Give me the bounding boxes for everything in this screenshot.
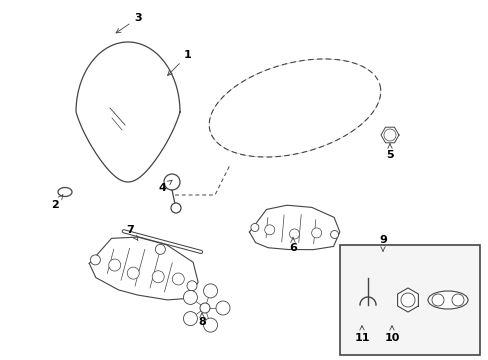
- Circle shape: [203, 284, 217, 298]
- Circle shape: [203, 318, 217, 332]
- Circle shape: [431, 294, 443, 306]
- Text: 10: 10: [384, 326, 399, 343]
- Polygon shape: [249, 205, 339, 250]
- Polygon shape: [89, 237, 198, 300]
- Circle shape: [400, 293, 414, 307]
- Circle shape: [90, 255, 100, 265]
- Circle shape: [200, 303, 209, 313]
- Circle shape: [383, 129, 395, 141]
- Circle shape: [152, 271, 164, 283]
- Circle shape: [250, 224, 258, 231]
- Polygon shape: [380, 127, 398, 143]
- Circle shape: [186, 281, 197, 291]
- Circle shape: [127, 267, 139, 279]
- Text: 4: 4: [158, 180, 172, 193]
- Circle shape: [183, 312, 197, 325]
- Text: 8: 8: [198, 313, 205, 327]
- Circle shape: [163, 174, 180, 190]
- Text: 11: 11: [353, 326, 369, 343]
- Polygon shape: [397, 288, 418, 312]
- Ellipse shape: [427, 291, 467, 309]
- Circle shape: [330, 230, 338, 238]
- Bar: [339, 245, 479, 355]
- Circle shape: [172, 273, 184, 285]
- Circle shape: [108, 259, 121, 271]
- Circle shape: [171, 203, 181, 213]
- Text: 9: 9: [378, 235, 386, 251]
- Circle shape: [451, 294, 463, 306]
- Circle shape: [311, 228, 321, 238]
- Text: 6: 6: [288, 237, 296, 253]
- Text: 5: 5: [386, 144, 393, 160]
- Ellipse shape: [58, 188, 72, 197]
- Circle shape: [155, 244, 165, 254]
- Circle shape: [183, 291, 197, 305]
- Circle shape: [216, 301, 229, 315]
- Circle shape: [264, 225, 274, 235]
- Text: 2: 2: [51, 195, 63, 210]
- Circle shape: [289, 229, 299, 239]
- Text: 1: 1: [167, 50, 191, 75]
- Text: 7: 7: [126, 225, 138, 240]
- Text: 3: 3: [116, 13, 142, 33]
